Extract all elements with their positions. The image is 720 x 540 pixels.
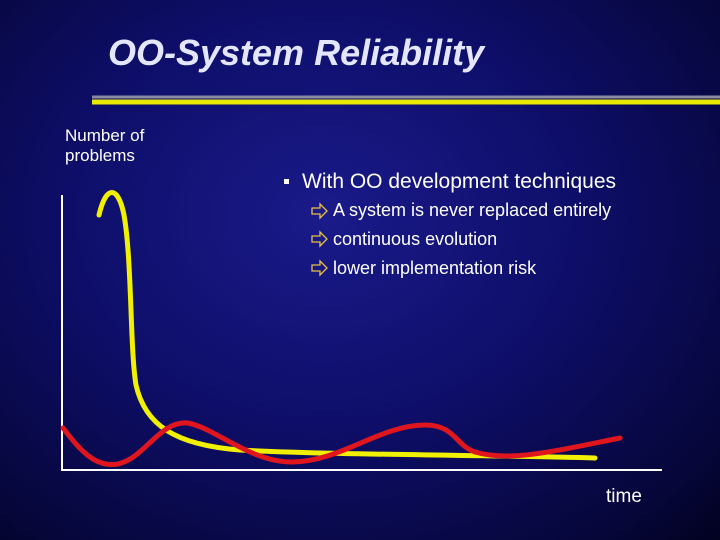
slide-title: OO-System Reliability (108, 32, 485, 73)
y-axis-label: Number of problems (65, 126, 145, 165)
bullet-heading: With OO development techniques (302, 170, 616, 193)
arrow-marker (311, 202, 328, 220)
bullet-item: lower implementation risk (333, 258, 537, 278)
bullet-item: A system is never replaced entirely (333, 200, 612, 220)
arrow-markers (311, 202, 328, 277)
reliability-curve-oo (60, 420, 623, 468)
reliability-curve-traditional (96, 190, 598, 461)
x-axis-label: time (606, 486, 642, 507)
bullet-marker (284, 179, 289, 184)
arrow-marker (311, 230, 328, 248)
arrow-marker (311, 259, 328, 277)
bullet-item: continuous evolution (333, 229, 498, 249)
